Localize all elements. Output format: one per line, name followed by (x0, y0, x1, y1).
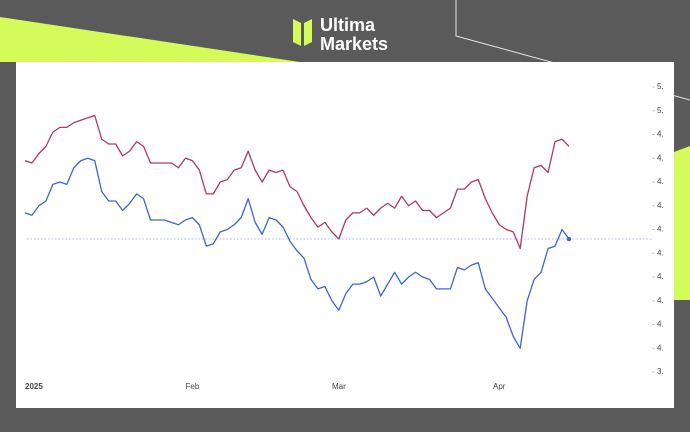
y-tick-label: 4. (657, 296, 664, 305)
last-value-dot (566, 236, 572, 242)
x-tick-label: Mar (332, 382, 346, 391)
accent-shape (674, 146, 690, 300)
y-tick-label: 4. (657, 177, 664, 186)
chart-panel (16, 62, 674, 408)
series-line (24, 157, 570, 349)
y-tick-label: 4. (657, 201, 664, 210)
x-tick-label: 2025 (25, 382, 43, 391)
y-tick-label: 4. (657, 225, 664, 234)
y-tick-label: 4. (657, 272, 664, 281)
x-tick-label: Apr (493, 382, 506, 391)
y-tick-label: 5. (657, 106, 664, 115)
y-tick-label: 4. (657, 320, 664, 329)
logo-icon (293, 19, 301, 46)
series-line (24, 114, 570, 250)
y-tick-label: 5. (657, 82, 664, 91)
logo: Ultima Markets (293, 15, 388, 54)
accent-shape (0, 17, 300, 62)
y-tick-label: 4. (657, 130, 664, 139)
y-tick-label: 4. (657, 248, 664, 257)
y-tick-label: 3. (657, 367, 664, 376)
logo-icon (304, 19, 312, 46)
brand-line1: Ultima (320, 15, 376, 35)
x-tick-label: Feb (185, 382, 199, 391)
y-tick-label: 4. (657, 153, 664, 162)
brand-line2: Markets (320, 34, 388, 54)
y-tick-label: 4. (657, 343, 664, 352)
